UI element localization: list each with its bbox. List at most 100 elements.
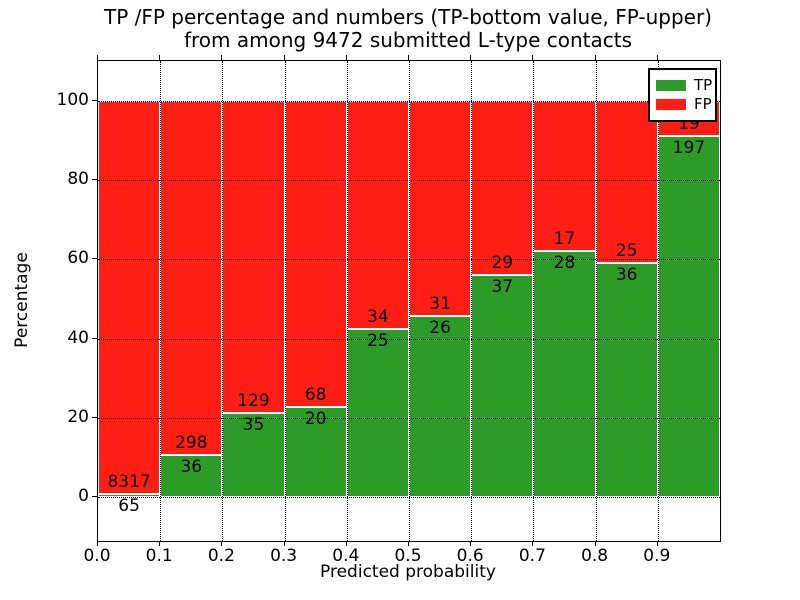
fp-bar-segment (98, 100, 161, 495)
x-tick (345, 541, 347, 546)
x-axis-label: Predicted probability (320, 562, 496, 582)
tp-count-label: 65 (118, 496, 140, 517)
tp-count-label: 25 (367, 331, 389, 352)
x-tick-label: 0.9 (643, 546, 671, 566)
y-tick (92, 179, 97, 180)
legend: TP FP (648, 68, 717, 122)
x-tick-top (221, 55, 223, 60)
x-tick-label: 0.6 (456, 546, 484, 566)
chart-title-line1: TP /FP percentage and numbers (TP-bottom… (104, 5, 712, 29)
tp-bar-segment (222, 412, 285, 498)
vertical-gridline (595, 61, 597, 541)
fp-bar-segment (471, 100, 534, 275)
y-tick (92, 258, 97, 260)
fp-bar-segment (409, 100, 472, 317)
x-tick-top (656, 55, 658, 60)
fp-count-label: 298 (175, 432, 208, 453)
tp-legend-swatch-icon (656, 80, 686, 91)
fp-bar-segment (346, 100, 409, 330)
chart-title: TP /FP percentage and numbers (TP-bottom… (97, 6, 719, 52)
vertical-gridline (533, 61, 535, 541)
x-tick (656, 541, 658, 546)
fp-count-label: 68 (304, 385, 327, 406)
x-tick-top (532, 55, 534, 60)
x-tick-label: 0.5 (394, 546, 422, 566)
tp-bar-segment (657, 135, 720, 498)
y-tick-label: 20 (67, 407, 89, 428)
x-tick (221, 541, 223, 546)
x-tick (594, 541, 596, 546)
x-tick-label: 0.7 (518, 546, 546, 566)
x-tick-label: 0.4 (332, 546, 360, 566)
y-tick (92, 337, 97, 339)
x-tick-label: 0.0 (83, 546, 111, 566)
x-tick-top (283, 55, 285, 60)
tp-bar-segment (409, 316, 472, 498)
x-tick-top (345, 55, 347, 60)
vertical-gridline (409, 61, 410, 541)
tp-bar-segment (284, 407, 347, 498)
vertical-gridline (346, 61, 348, 541)
fp-count-label: 31 (429, 294, 451, 315)
tp-bar-segment (160, 454, 223, 498)
x-tick-top (159, 55, 161, 60)
fp-bar-segment (595, 100, 658, 264)
tp-count-label: 35 (242, 414, 265, 435)
x-tick-top (470, 55, 472, 60)
legend-item-tp: TP (656, 76, 713, 94)
y-tick-label: 40 (67, 327, 89, 348)
y-tick-label: 60 (67, 248, 89, 269)
y-tick (92, 417, 97, 419)
x-tick (97, 541, 98, 546)
x-tick (532, 541, 534, 546)
tp-count-label: 20 (304, 409, 327, 430)
x-tick-label: 0.3 (270, 546, 298, 566)
y-tick (92, 496, 97, 498)
y-tick-label: 80 (67, 169, 89, 189)
tp-count-label: 28 (553, 252, 576, 273)
tp-count-label: 36 (615, 265, 638, 286)
plot-area: TP FP 8317 65 298 36 129 35 68 20 34 25 31 26 29 37 17… (97, 60, 721, 542)
x-tick-top (408, 55, 409, 60)
fp-count-label: 8317 (107, 472, 151, 493)
fp-count-label: 34 (367, 307, 389, 328)
vertical-gridline (222, 61, 224, 541)
vertical-gridline (284, 61, 286, 541)
x-tick-label: 0.2 (207, 546, 235, 566)
x-tick-top (97, 55, 98, 60)
tp-legend-label: TP (694, 76, 713, 94)
vertical-gridline (657, 61, 659, 541)
y-tick (92, 99, 97, 101)
tp-count-label: 26 (429, 318, 451, 339)
tp-count-label: 37 (491, 276, 514, 297)
vertical-gridline (160, 61, 162, 541)
fp-count-label: 25 (615, 241, 638, 262)
y-tick-label: 0 (78, 486, 89, 507)
y-tick-label: 100 (56, 89, 89, 110)
fp-bar-segment (160, 100, 223, 455)
legend-item-fp: FP (656, 95, 712, 113)
fp-legend-label: FP (694, 95, 712, 113)
tp-bar-segment (471, 274, 534, 498)
x-tick (159, 541, 161, 546)
fp-bar-segment (533, 100, 596, 251)
fp-count-label: 17 (553, 228, 576, 249)
fp-count-label: 129 (237, 390, 270, 411)
tp-count-label: 197 (672, 137, 706, 158)
fp-legend-swatch-icon (656, 99, 686, 110)
x-tick-label: 0.1 (145, 546, 173, 566)
x-tick (283, 541, 285, 546)
x-tick-label: 0.8 (581, 546, 609, 566)
tp-count-label: 36 (180, 456, 203, 477)
vertical-gridline (471, 61, 473, 541)
fp-count-label: 29 (491, 252, 514, 273)
fp-bar-segment (222, 100, 285, 413)
x-tick-top (594, 55, 596, 60)
y-axis-label: Percentage (12, 252, 32, 348)
tp-bar-segment (346, 329, 409, 498)
chart-title-line2: from among 9472 submitted L-type contact… (183, 28, 633, 52)
x-tick (408, 541, 409, 546)
tp-bar-segment (533, 250, 596, 498)
tp-bar-segment (595, 263, 658, 498)
